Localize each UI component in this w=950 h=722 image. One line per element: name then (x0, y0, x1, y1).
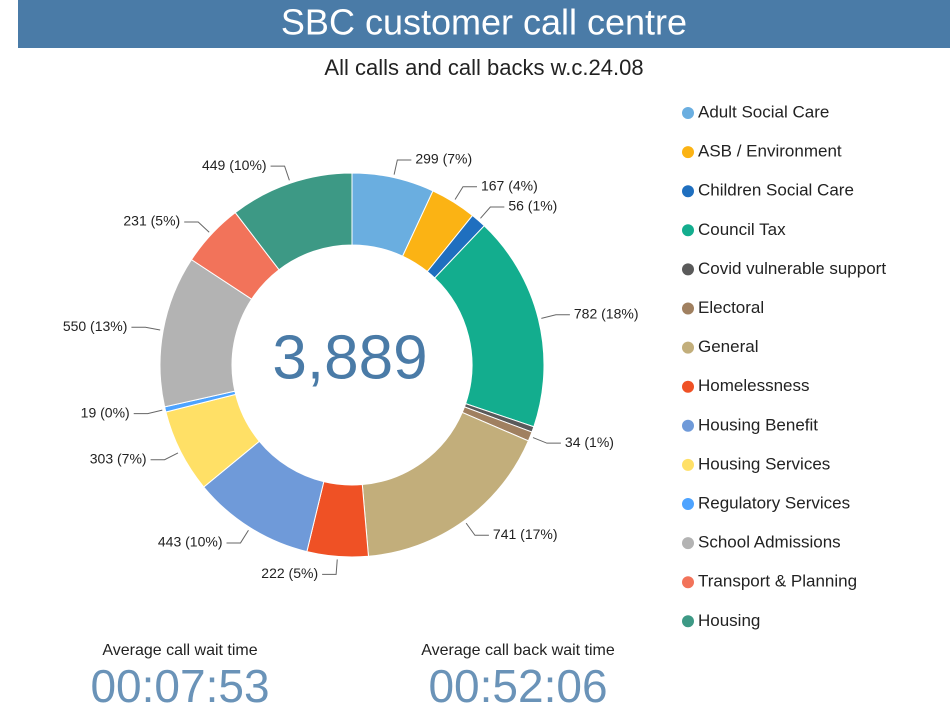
legend-marker (682, 341, 694, 354)
legend-marker (682, 537, 694, 550)
kpi-value: 00:52:06 (428, 660, 607, 712)
leader-line (465, 522, 489, 536)
legend-label: Housing Services (698, 454, 830, 473)
leader-line (541, 314, 570, 319)
data-label: 19 (0%) (81, 404, 130, 420)
legend-label: Regulatory Services (698, 493, 850, 512)
legend-label: ASB / Environment (698, 142, 842, 161)
data-label: 782 (18%) (574, 305, 639, 321)
center-total: 3,889 (272, 323, 427, 392)
data-label: 231 (5%) (123, 213, 180, 229)
data-label: 167 (4%) (481, 177, 538, 193)
legend-marker (682, 576, 694, 589)
data-label: 222 (5%) (261, 565, 318, 581)
legend-label: Adult Social Care (698, 102, 829, 121)
leader-line (480, 206, 505, 219)
leader-line (226, 529, 249, 544)
data-label: 741 (17%) (493, 526, 558, 542)
legend-label: Homelessness (698, 376, 810, 395)
leader-line (150, 452, 179, 461)
data-label: 449 (10%) (202, 157, 267, 173)
data-label: 303 (7%) (90, 450, 147, 466)
kpi-value: 00:07:53 (90, 660, 269, 712)
leader-line (532, 437, 561, 444)
data-label: 299 (7%) (415, 151, 472, 167)
legend-label: Council Tax (698, 220, 786, 239)
title-bar (18, 0, 950, 48)
legend-label: Transport & Planning (698, 572, 857, 591)
legend-label: Covid vulnerable support (698, 259, 886, 278)
leader-line (393, 159, 412, 175)
leader-line (131, 326, 161, 331)
legend-marker (682, 302, 694, 315)
legend-label: School Admissions (698, 533, 841, 552)
legend-marker (682, 107, 694, 119)
chart-title: SBC customer call centre (281, 2, 687, 43)
data-label: 34 (1%) (565, 434, 614, 450)
leader-line (184, 221, 210, 233)
legend-marker (682, 615, 694, 628)
legend-label: General (698, 337, 758, 356)
leader-line (322, 559, 338, 575)
leader-line (270, 165, 290, 181)
chart-subtitle: All calls and call backs w.c.24.08 (324, 55, 643, 80)
legend-marker (682, 419, 694, 432)
legend-marker (682, 498, 694, 510)
data-label: 56 (1%) (508, 198, 557, 214)
legend-marker (682, 263, 694, 276)
legend-marker (682, 146, 694, 159)
leader-line (454, 186, 477, 200)
kpi-label: Average call wait time (102, 642, 257, 659)
kpi-label: Average call back wait time (421, 642, 615, 659)
donut-slice (234, 172, 353, 271)
legend-marker (682, 458, 694, 471)
legend-label: Housing (698, 611, 760, 630)
legend-label: Children Social Care (698, 181, 854, 200)
legend-marker (682, 380, 694, 393)
legend-marker (682, 224, 694, 237)
legend-label: Housing Benefit (698, 415, 818, 434)
leader-line (133, 409, 163, 415)
data-label: 443 (10%) (158, 534, 223, 550)
data-label: 550 (13%) (63, 318, 128, 334)
legend-label: Electoral (698, 298, 764, 317)
legend-marker (682, 185, 694, 198)
